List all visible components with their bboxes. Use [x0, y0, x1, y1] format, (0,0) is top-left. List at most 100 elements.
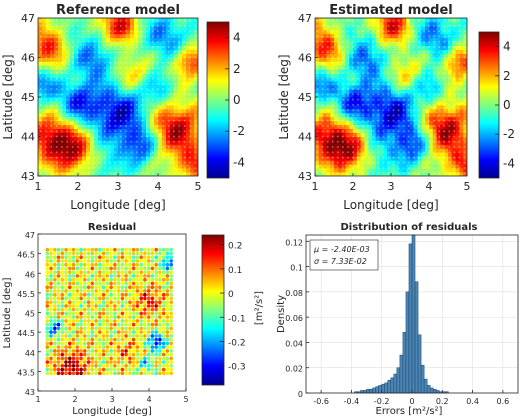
- reference-model-station-dot: [71, 40, 74, 43]
- reference-model-station-dot: [98, 151, 101, 154]
- estimated-model-station-dot: [382, 103, 385, 106]
- reference-model-cell: [74, 18, 79, 23]
- reference-model-cell: [46, 124, 51, 129]
- reference-model-cell: [70, 156, 75, 161]
- reference-model-station-dot: [167, 167, 170, 170]
- estimated-model-cell: [349, 61, 354, 66]
- reference-model-station-dot: [125, 30, 127, 33]
- reference-model-cell: [134, 85, 139, 90]
- estimated-model-station-dot: [412, 172, 415, 175]
- reference-model-station-dot: [61, 51, 63, 54]
- reference-model-cell: [126, 81, 131, 86]
- estimated-model-cell: [413, 85, 418, 90]
- reference-model-cell: [122, 37, 127, 43]
- estimated-model-cell: [451, 25, 456, 31]
- reference-model-cell: [114, 29, 119, 35]
- estimated-model-cell: [410, 61, 415, 66]
- reference-model-station-dot: [125, 103, 127, 106]
- estimated-model-cell: [455, 164, 460, 169]
- reference-model-cell: [158, 120, 163, 126]
- estimated-model-cell: [440, 120, 445, 126]
- reference-model-station-dot: [98, 67, 101, 69]
- estimated-model-station-dot: [352, 77, 354, 80]
- estimated-model-cell: [391, 57, 396, 62]
- estimated-model-station-dot: [326, 161, 329, 164]
- estimated-model-station-dot: [402, 72, 405, 75]
- reference-model-cell: [158, 21, 163, 27]
- reference-model-cell: [122, 120, 127, 126]
- reference-model-cell: [154, 168, 159, 173]
- reference-model-cell: [90, 57, 95, 62]
- estimated-model-station-dot: [438, 93, 441, 96]
- reference-model-colorbar-tick-label: 0: [233, 93, 241, 107]
- reference-model-station-dot: [162, 135, 165, 138]
- estimated-model-station-dot: [417, 119, 420, 122]
- reference-model-cell: [86, 132, 91, 137]
- estimated-model-cell: [368, 164, 373, 169]
- reference-model-cell: [166, 156, 171, 161]
- estimated-model-station-dot: [387, 151, 390, 154]
- estimated-model-cell: [337, 100, 342, 106]
- reference-model-cell: [150, 25, 155, 31]
- reference-model-station-dot: [66, 156, 69, 159]
- reference-model-cell: [122, 61, 127, 66]
- estimated-model-cell: [394, 104, 399, 110]
- estimated-model-cell: [345, 33, 350, 39]
- reference-model-cell: [178, 18, 183, 23]
- estimated-model-cell: [444, 156, 449, 161]
- reference-model-cell: [66, 152, 71, 157]
- reference-model-station-dot: [77, 135, 79, 138]
- reference-model-cell: [86, 97, 91, 102]
- reference-model-cell: [70, 116, 75, 122]
- estimated-model-station-dot: [407, 125, 410, 127]
- reference-model-station-dot: [114, 130, 117, 133]
- reference-model-station-dot: [130, 172, 133, 175]
- estimated-model-cell: [432, 33, 437, 39]
- estimated-model-station-dot: [321, 161, 324, 164]
- estimated-model-station-dot: [326, 93, 329, 96]
- reference-model-cell: [82, 164, 87, 169]
- reference-model-cell: [102, 85, 107, 90]
- reference-model-station-dot: [119, 156, 122, 159]
- reference-model-title: Reference model: [56, 3, 180, 18]
- reference-model-cell: [102, 49, 107, 54]
- reference-model-cell: [102, 45, 107, 50]
- reference-model-station-dot: [66, 35, 69, 38]
- estimated-model-cell: [368, 21, 373, 27]
- estimated-model-cell: [398, 108, 403, 114]
- estimated-model-cell: [391, 61, 396, 66]
- reference-model-cell: [146, 136, 151, 141]
- reference-model-cell: [90, 49, 95, 54]
- reference-model-station-dot: [82, 167, 85, 170]
- estimated-model-cell: [375, 156, 380, 161]
- reference-model-cell: [182, 120, 187, 126]
- reference-model-cell: [82, 81, 87, 86]
- reference-model-cell: [130, 41, 135, 47]
- reference-model-station-dot: [109, 119, 111, 122]
- reference-model-cell: [86, 128, 91, 133]
- reference-model-cell: [174, 140, 179, 145]
- estimated-model-cell: [391, 104, 396, 110]
- reference-model-station-dot: [135, 125, 138, 127]
- estimated-model-station-dot: [412, 130, 415, 133]
- estimated-model-station-dot: [367, 19, 370, 22]
- estimated-model-cell: [398, 69, 403, 74]
- estimated-model-cell: [341, 49, 346, 54]
- estimated-model-cell: [444, 120, 449, 126]
- reference-model-station-dot: [178, 88, 181, 91]
- estimated-model-cell: [383, 152, 388, 157]
- estimated-model-cell: [463, 41, 467, 47]
- reference-model-cell: [134, 97, 139, 102]
- estimated-model-cell: [330, 97, 335, 102]
- reference-model-cell: [114, 104, 119, 110]
- reference-model-cell: [62, 29, 67, 35]
- reference-model-station-dot: [130, 140, 133, 143]
- reference-model-cell: [86, 89, 91, 94]
- reference-model-cell: [194, 73, 198, 78]
- reference-model-cell: [194, 152, 198, 157]
- estimated-model-cell: [334, 93, 339, 98]
- reference-model-station-dot: [173, 151, 175, 154]
- reference-model-cell: [50, 61, 55, 66]
- reference-model-cell: [54, 69, 59, 74]
- reference-model-cell: [98, 160, 103, 165]
